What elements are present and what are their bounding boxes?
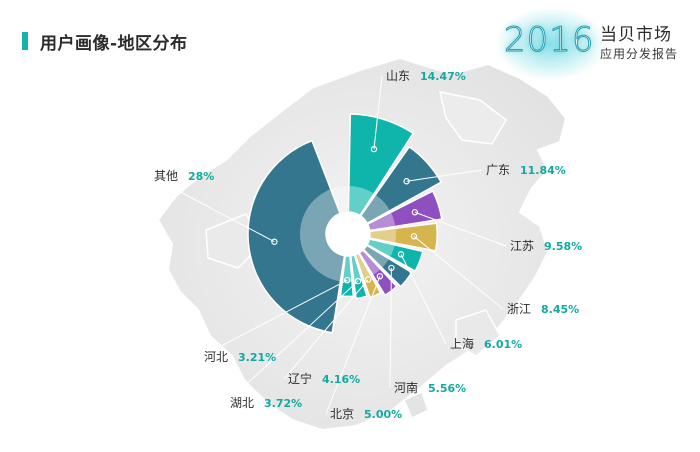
leader-line-上海 xyxy=(400,254,447,345)
slice-marker-北京 xyxy=(376,273,384,280)
label-value-辽宁: 4.16% xyxy=(322,373,360,386)
slice-marker-上海 xyxy=(397,251,405,258)
leader-line-广东 xyxy=(406,169,483,182)
map-province-shape xyxy=(439,91,507,145)
label-name-河南: 河南 xyxy=(394,380,418,395)
label-name-广东: 广东 xyxy=(486,163,510,177)
label-value-浙江: 8.45% xyxy=(541,303,579,316)
slice-山东 xyxy=(347,113,415,217)
label-name-其他: 其他 xyxy=(154,169,178,183)
map-province-shape xyxy=(455,309,501,357)
slice-marker-河北 xyxy=(343,276,351,284)
slice-marker-辽宁 xyxy=(365,276,372,283)
title-accent-bar xyxy=(22,32,28,50)
label-value-河北: 3.21% xyxy=(238,351,276,364)
brand-subtitle: 应用分发报告 xyxy=(600,47,679,61)
leader-line-河北 xyxy=(199,279,348,358)
brand-name: 当贝市场 xyxy=(600,25,672,45)
label-value-江苏: 9.58% xyxy=(544,240,582,253)
chart-slices xyxy=(247,113,443,334)
slice-marker-其他 xyxy=(271,238,278,245)
leader-line-辽宁 xyxy=(283,279,369,380)
leader-line-山东 xyxy=(373,75,383,150)
leader-line-浙江 xyxy=(413,235,504,310)
label-value-河南: 5.56% xyxy=(428,382,466,395)
brand-logo: 2016 当贝市场 应用分发报告 xyxy=(496,8,686,80)
page-title-text: 用户画像-地区分布 xyxy=(40,33,188,54)
map-province-shape xyxy=(403,390,429,420)
slice-marker-江苏 xyxy=(411,209,419,216)
label-name-湖北: 湖北 xyxy=(230,395,254,410)
label-name-河北: 河北 xyxy=(204,350,228,364)
leader-line-北京 xyxy=(325,276,381,415)
hub-center xyxy=(326,212,370,256)
leader-line-湖北 xyxy=(225,280,359,404)
label-value-广东: 11.84% xyxy=(520,164,566,177)
slice-marker-湖北 xyxy=(354,277,362,285)
label-name-山东: 山东 xyxy=(386,69,410,83)
label-name-江苏: 江苏 xyxy=(510,239,534,253)
leader-line-江苏 xyxy=(414,211,507,247)
label-value-上海: 6.01% xyxy=(484,338,522,351)
label-name-辽宁: 辽宁 xyxy=(288,371,312,386)
label-name-上海: 上海 xyxy=(450,336,474,351)
label-value-北京: 5.00% xyxy=(364,408,402,421)
brand-glow xyxy=(496,8,606,80)
label-name-北京: 北京 xyxy=(330,407,354,421)
label-value-其他: 28% xyxy=(188,170,214,183)
label-value-湖北: 3.72% xyxy=(264,397,302,410)
brand-year: 2016 xyxy=(504,20,595,61)
page-title: 用户画像-地区分布 xyxy=(22,30,188,54)
chart-labels: 山东 14.47% 广东 11.84% 江苏 9.58% 浙江 8.45% 上海 6.01% 河南 5… xyxy=(154,69,582,421)
chart-hub xyxy=(300,186,396,282)
label-value-山东: 14.47% xyxy=(420,70,466,83)
chart-leader-lines xyxy=(149,75,507,415)
label-name-浙江: 浙江 xyxy=(507,302,531,316)
leader-line-河南 xyxy=(389,267,392,389)
slice-marker-浙江 xyxy=(410,233,418,240)
leader-line-其他 xyxy=(149,175,275,243)
